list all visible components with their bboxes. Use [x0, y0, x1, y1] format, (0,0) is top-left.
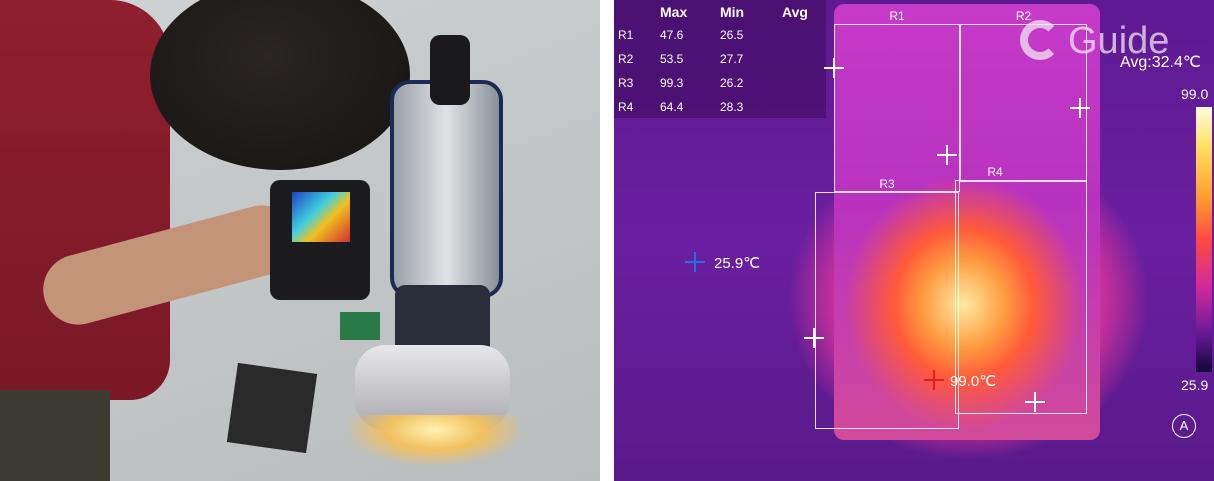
min-spot-label: 25.9℃: [714, 255, 761, 272]
region-name: R3: [618, 75, 634, 90]
scale-max-label: 99.0: [1181, 86, 1209, 102]
roi-stats-table: Max Min Avg R1 47.6 26.5 R2 53.5 27.7 R3 99.3…: [614, 0, 826, 118]
pcb-green: [340, 312, 380, 340]
crosshair-icon: [1025, 392, 1045, 412]
stats-header-max: Max: [660, 4, 688, 20]
vacuum-canister: [390, 80, 503, 298]
roi-label: R2: [1015, 9, 1032, 23]
stats-header-blank: [618, 0, 660, 23]
inspection-photo: [0, 0, 600, 481]
floor-head-lights: [350, 415, 520, 465]
stats-header-row: Max Min Avg: [618, 0, 808, 23]
person-shirt: [0, 0, 170, 400]
min-spot-crosshair-icon: [685, 252, 705, 272]
region-min: 27.7: [720, 51, 744, 66]
region-max: 53.5: [660, 51, 684, 66]
crosshair-icon: [1070, 98, 1090, 118]
color-scale-bar: [1196, 107, 1212, 372]
test-board: [226, 362, 318, 454]
auto-mode-badge[interactable]: A: [1172, 414, 1196, 438]
stats-header-min: Min: [720, 4, 745, 20]
roi-label: R3: [879, 177, 895, 191]
pcb-thermal-view: [834, 4, 1100, 440]
region-avg: [782, 71, 808, 95]
camera-screen: [292, 192, 350, 242]
region-max: 47.6: [660, 27, 684, 42]
stats-row: R2 53.5 27.7: [618, 47, 808, 71]
stats-row: R4 64.4 28.3: [618, 95, 808, 119]
roi-label: R1: [889, 9, 905, 23]
stats-row: R3 99.3 26.2: [618, 71, 808, 95]
thermal-image: Max Min Avg R1 47.6 26.5 R2 53.5 27.7 R3 99.3…: [614, 0, 1214, 481]
roi-r1[interactable]: R1: [834, 9, 960, 192]
region-name: R4: [618, 99, 634, 114]
crosshair-icon: [804, 328, 824, 348]
region-min: 26.5: [720, 27, 744, 42]
max-spot-crosshair-icon: [924, 370, 944, 390]
region-min: 28.3: [720, 99, 744, 114]
guide-logo: Guide: [1020, 20, 1200, 70]
stats-row: R1 47.6 26.5: [618, 23, 808, 47]
stats-header-avg: Avg: [782, 4, 808, 20]
person-head: [150, 0, 410, 170]
average-temperature: Avg:32.4℃: [1120, 54, 1201, 71]
region-name: R1: [618, 27, 634, 42]
region-avg: [782, 95, 808, 119]
crosshair-icon: [937, 145, 957, 165]
scale-min-label: 25.9: [1181, 377, 1209, 393]
region-name: R2: [618, 51, 634, 66]
guide-logo-mark: [1020, 20, 1060, 60]
roi-r2[interactable]: R2: [960, 9, 1087, 182]
region-min: 26.2: [720, 75, 744, 90]
person-pants: [0, 390, 110, 481]
region-avg: [782, 47, 808, 71]
region-max: 64.4: [660, 99, 684, 114]
roi-r4[interactable]: R4: [955, 165, 1087, 414]
roi-label: R4: [987, 165, 1003, 179]
thermal-camera: [270, 180, 370, 300]
max-spot-label: 99.0℃: [950, 373, 997, 390]
roi-r3[interactable]: R3: [815, 177, 959, 429]
region-avg: [782, 23, 808, 47]
crosshair-icon: [824, 58, 844, 78]
auto-mode-label: A: [1179, 418, 1189, 433]
vacuum-handle: [430, 35, 470, 105]
region-max: 99.3: [660, 75, 684, 90]
guide-logo-text: Guide: [1068, 20, 1170, 62]
